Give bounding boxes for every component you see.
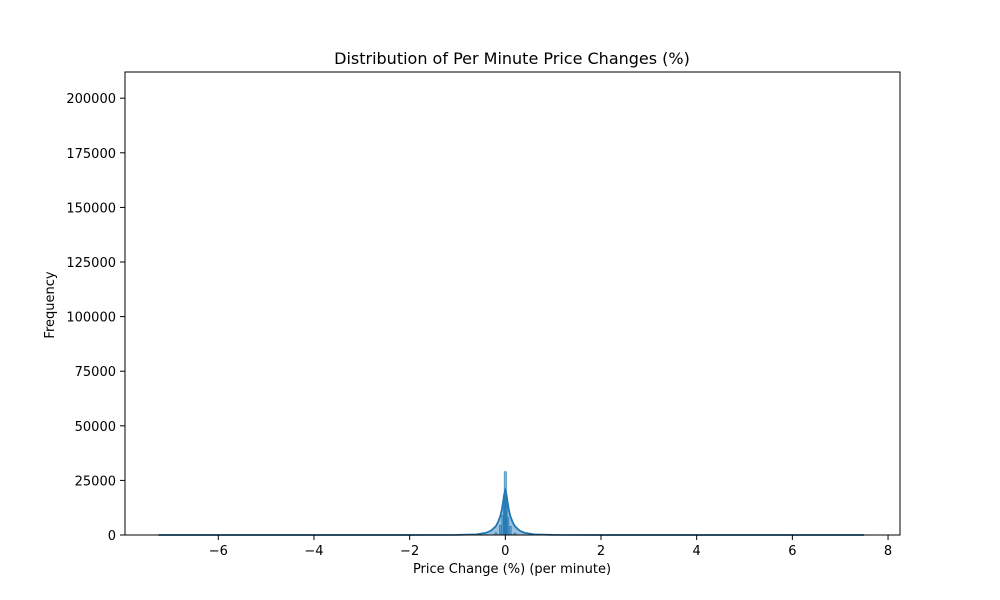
histogram-area (158, 490, 865, 535)
y-axis: 0 25000 50000 75000 100000 125000 150000 175000… (66, 92, 125, 544)
y-tick-label: 0 (108, 529, 116, 544)
y-tick-label: 175000 (66, 147, 116, 162)
x-tick-label: 6 (788, 544, 796, 559)
y-axis-label: Frequency (43, 271, 58, 338)
x-tick-label: −4 (304, 544, 323, 559)
y-tick-label: 75000 (75, 365, 116, 380)
x-tick-label: 8 (884, 544, 892, 559)
y-tick-label: 25000 (75, 474, 116, 489)
y-tick-label: 125000 (66, 256, 116, 271)
plot-frame (124, 71, 901, 536)
x-axis: −6 −4 −2 0 2 4 6 8 (209, 535, 892, 559)
y-tick-label: 150000 (66, 201, 116, 216)
x-tick-label: −6 (209, 544, 228, 559)
x-tick-label: 4 (693, 544, 701, 559)
x-tick-label: 0 (501, 544, 509, 559)
y-tick-label: 100000 (66, 311, 116, 326)
y-tick-label: 50000 (75, 420, 116, 435)
x-tick-label: −2 (400, 544, 419, 559)
y-tick-label: 200000 (66, 92, 116, 107)
x-axis-label: Price Change (%) (per minute) (413, 562, 611, 577)
plot-area (158, 471, 865, 536)
chart-title: Distribution of Per Minute Price Changes… (334, 49, 690, 68)
x-tick-label: 2 (597, 544, 605, 559)
